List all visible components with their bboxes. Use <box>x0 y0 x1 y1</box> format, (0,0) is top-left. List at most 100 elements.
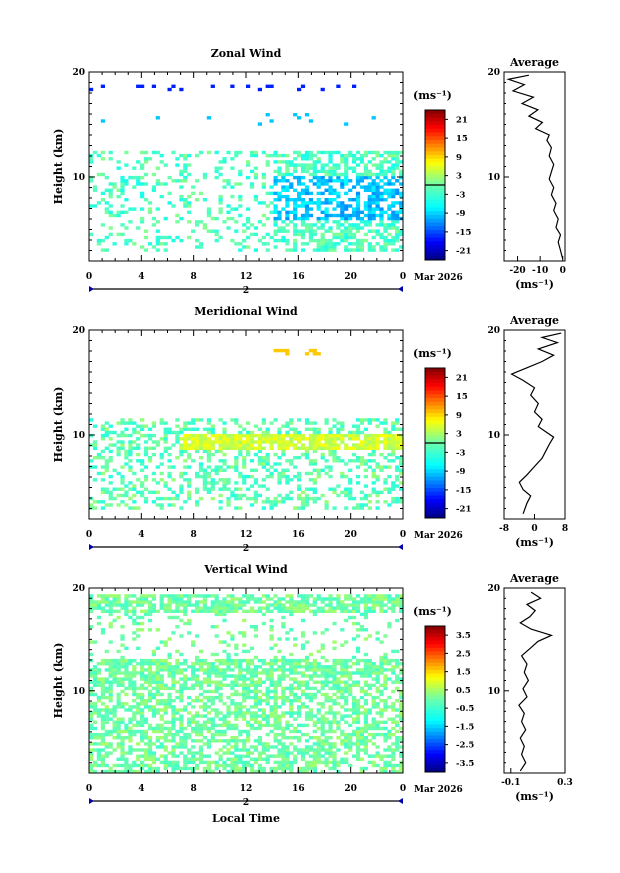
colorbar-swatch <box>425 746 445 751</box>
colorbar-tick-label: -21 <box>456 247 471 257</box>
heatmap-cells <box>89 348 404 510</box>
colorbar-swatch <box>425 717 445 722</box>
colorbar-swatch <box>425 720 445 725</box>
x-tick-label: 12 <box>240 530 253 540</box>
colorbar-swatch <box>425 394 445 399</box>
colorbar-swatch <box>425 196 445 201</box>
average-frame <box>503 329 566 520</box>
day-bar-cap-right <box>398 544 403 550</box>
colorbar-swatch <box>425 510 445 515</box>
colorbar-swatch <box>425 132 445 137</box>
colorbar-swatch <box>425 458 445 463</box>
average-profile-line <box>506 74 564 260</box>
colorbar-tick-label: 0.5 <box>456 686 471 696</box>
colorbar-swatch <box>425 185 445 190</box>
colorbar-swatch <box>425 742 445 747</box>
average-x-tick-label: 0.3 <box>557 778 573 788</box>
y-tick-label: 10 <box>72 173 85 183</box>
x-tick-label: 16 <box>292 530 305 540</box>
colorbar-swatch <box>425 688 445 693</box>
colorbar-swatch <box>425 207 445 212</box>
colorbar-swatch <box>425 136 445 141</box>
colorbar-swatch <box>425 413 445 418</box>
colorbar-unit: (ms⁻¹) <box>413 605 452 618</box>
average-x-label: (ms⁻¹) <box>515 790 554 803</box>
day-label: 2 <box>243 798 249 808</box>
colorbar-swatch <box>425 222 445 227</box>
x-tick-label: 4 <box>138 272 144 282</box>
average-x-tick-label: -10 <box>532 266 548 276</box>
y-tick-label: 20 <box>72 326 85 336</box>
y-tick-label: 20 <box>72 584 85 594</box>
colorbar-swatch <box>425 484 445 489</box>
average-y-tick-label: 20 <box>487 68 500 78</box>
x-tick-label: 8 <box>191 530 197 540</box>
x-tick-label: 8 <box>191 272 197 282</box>
colorbar-swatch <box>425 390 445 395</box>
colorbar-tick-label: -9 <box>456 467 466 477</box>
colorbar-unit: (ms⁻¹) <box>413 347 452 360</box>
colorbar-swatch <box>425 245 445 250</box>
average-frame <box>503 71 566 262</box>
x-tick-label: 16 <box>292 272 305 282</box>
colorbar-swatch <box>425 476 445 481</box>
colorbar-tick-label: 21 <box>456 115 468 125</box>
colorbar-swatch <box>425 192 445 197</box>
colorbar-swatch <box>425 695 445 700</box>
colorbar-swatch <box>425 405 445 410</box>
y-axis-label: Height (km) <box>52 643 65 719</box>
colorbar-swatch <box>425 450 445 455</box>
colorbar-tick-label: -1.5 <box>456 722 474 732</box>
colorbar-tick-label: 3.5 <box>456 631 471 641</box>
average-title: Average <box>509 572 559 585</box>
x-tick-label: 0 <box>86 272 92 282</box>
colorbar-swatch <box>425 117 445 122</box>
colorbar-tick-label: 3 <box>456 430 462 440</box>
colorbar-swatch <box>425 644 445 649</box>
colorbar-tick-label: 2.5 <box>456 649 471 659</box>
colorbar-swatch <box>425 401 445 406</box>
colorbar-swatch <box>425 188 445 193</box>
average-x-tick-label: 8 <box>562 524 568 534</box>
x-tick-label: 4 <box>138 784 144 794</box>
colorbar-swatch <box>425 211 445 216</box>
colorbar-swatch <box>425 218 445 223</box>
colorbar-swatch <box>425 173 445 178</box>
y-tick-label: 20 <box>72 68 85 78</box>
colorbar-unit: (ms⁻¹) <box>413 89 452 102</box>
y-tick-label: 10 <box>72 431 85 441</box>
colorbar-swatch <box>425 655 445 660</box>
colorbar-swatch <box>425 761 445 766</box>
colorbar-swatch <box>425 651 445 656</box>
colorbar-swatch <box>425 461 445 466</box>
day-bar-cap-left <box>89 798 94 804</box>
colorbar-swatch <box>425 121 445 126</box>
colorbar-swatch <box>425 230 445 235</box>
colorbar-swatch <box>425 147 445 152</box>
colorbar-tick-label: -3 <box>456 448 466 458</box>
colorbar-swatch <box>425 662 445 667</box>
average-y-tick-label: 10 <box>487 687 500 697</box>
colorbar-swatch <box>425 398 445 403</box>
average-x-tick-label: 0 <box>560 266 566 276</box>
colorbar-swatch <box>425 203 445 208</box>
colorbar-swatch <box>425 680 445 685</box>
colorbar-swatch <box>425 226 445 231</box>
colorbar-tick-label: -15 <box>456 228 471 238</box>
colorbar-swatch <box>425 416 445 421</box>
day-bar-cap-left <box>89 544 94 550</box>
colorbar-swatch <box>425 764 445 769</box>
colorbar-swatch <box>425 713 445 718</box>
colorbar-swatch <box>425 669 445 674</box>
colorbar-tick-label: 1.5 <box>456 668 471 678</box>
colorbar-swatch <box>425 424 445 429</box>
colorbar-swatch <box>425 158 445 163</box>
average-title: Average <box>509 314 559 327</box>
colorbar-swatch <box>425 469 445 474</box>
colorbar-swatch <box>425 177 445 182</box>
heatmap-cells <box>89 84 404 252</box>
x-tick-label: 0 <box>86 784 92 794</box>
colorbar-swatch <box>425 626 445 631</box>
colorbar-swatch <box>425 728 445 733</box>
